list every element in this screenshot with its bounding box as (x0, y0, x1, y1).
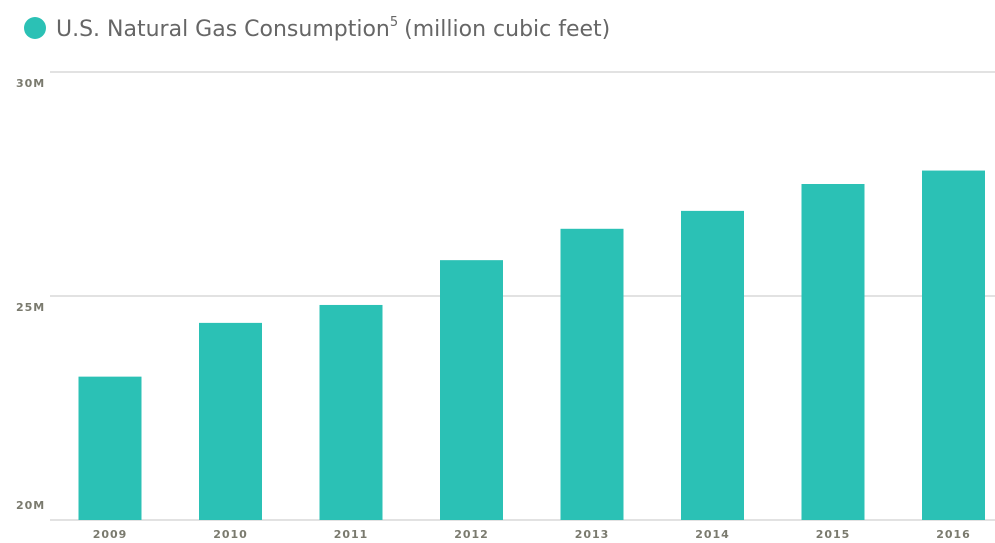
bar (801, 184, 865, 520)
y-tick-label: 25M (16, 301, 45, 314)
title-text: U.S. Natural Gas Consumption (56, 17, 390, 42)
x-tick-label: 2009 (93, 528, 128, 541)
bar (922, 170, 985, 520)
chart-title: U.S. Natural Gas Consumption5 (million cu… (56, 15, 610, 43)
x-tick-label: 2014 (695, 528, 730, 541)
bar (199, 322, 262, 520)
y-tick-label: 20M (16, 499, 45, 512)
bar (319, 304, 383, 520)
x-tick-label: 2016 (936, 528, 971, 541)
bar (78, 376, 142, 520)
title-sup: 5 (390, 15, 398, 30)
bar (440, 260, 503, 520)
x-tick-label: 2010 (213, 528, 248, 541)
bar (560, 228, 624, 521)
title-unit: (million cubic feet) (404, 17, 610, 42)
x-tick-label: 2012 (454, 528, 489, 541)
y-tick-label: 30M (16, 77, 45, 90)
x-tick-label: 2013 (575, 528, 610, 541)
bar (681, 210, 744, 520)
x-tick-label: 2011 (334, 528, 369, 541)
x-tick-label: 2015 (816, 528, 851, 541)
legend-dot (24, 17, 46, 39)
